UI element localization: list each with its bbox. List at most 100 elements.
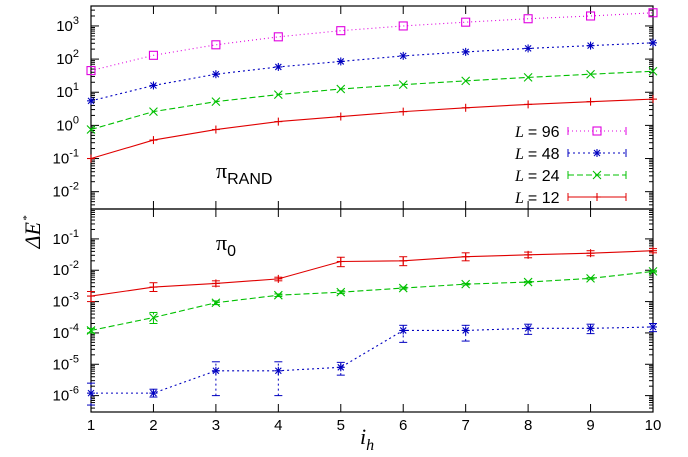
- data-point: [461, 17, 471, 27]
- data-point: [149, 283, 158, 292]
- series-line: [91, 326, 654, 394]
- y-tick-label: 10-3: [53, 291, 79, 311]
- data-point: [524, 100, 533, 109]
- data-point: [336, 84, 346, 94]
- data-point: [274, 274, 283, 283]
- data-point: [649, 246, 657, 255]
- error-bar: [399, 324, 408, 343]
- data-point: [648, 266, 658, 276]
- data-point: [336, 257, 345, 266]
- data-point: [336, 112, 345, 121]
- panel-frame: [90, 208, 654, 413]
- legend-item: L = 12: [514, 190, 627, 207]
- data-point: [274, 62, 283, 71]
- data-point: [148, 50, 158, 60]
- y-tick-label: 103: [56, 15, 79, 35]
- series-line: [90, 70, 654, 131]
- error-bar: [461, 324, 470, 342]
- data-point: [336, 363, 345, 372]
- data-point: [274, 366, 283, 375]
- legend-marker: [592, 170, 602, 180]
- y-tick-label: 10-1: [53, 148, 79, 168]
- series-line: [90, 98, 654, 160]
- data-point: [586, 11, 596, 21]
- panel-annotation: π0: [216, 230, 236, 260]
- data-point: [86, 66, 96, 76]
- x-tick-label: 3: [212, 417, 220, 434]
- data-point: [523, 14, 533, 24]
- data-point: [336, 57, 345, 66]
- data-point: [87, 96, 95, 105]
- data-point: [461, 103, 470, 112]
- legend-label: L = 12: [514, 190, 560, 207]
- x-tick-label: 6: [399, 417, 407, 434]
- x-tick-label: 5: [337, 417, 345, 434]
- legend-marker: [592, 126, 602, 136]
- data-point: [211, 70, 220, 79]
- data-point: [586, 249, 595, 258]
- data-point: [336, 26, 346, 36]
- panel-frame: [90, 5, 654, 210]
- x-tick-label: 1: [87, 417, 95, 434]
- data-point: [149, 107, 158, 117]
- y-tick-label: 10-4: [53, 322, 79, 342]
- data-point: [399, 326, 408, 335]
- error-bar: [274, 361, 283, 397]
- data-point: [524, 250, 533, 259]
- data-point: [648, 8, 658, 18]
- data-point: [87, 154, 95, 163]
- data-point: [524, 44, 533, 53]
- x-tick-label: 10: [645, 417, 662, 434]
- data-point: [149, 313, 158, 322]
- series-line: [90, 250, 654, 297]
- legend-item: L = 24: [514, 168, 627, 185]
- panel-annotation: πRAND: [216, 158, 272, 188]
- y-tick-label: 10-5: [53, 353, 79, 373]
- legend-marker: [593, 149, 601, 157]
- legend-item: L = 48: [514, 146, 627, 163]
- series-24-top: [86, 66, 658, 134]
- y-tick-label: 10-1: [53, 228, 79, 248]
- data-point: [461, 279, 471, 289]
- data-point: [586, 97, 595, 106]
- legend-marker: [593, 193, 601, 201]
- data-point: [461, 252, 470, 261]
- y-tick-label: 10-2: [53, 181, 79, 201]
- data-point: [87, 292, 95, 301]
- x-tick-label: 9: [586, 417, 594, 434]
- data-point: [461, 47, 470, 56]
- y-tick-label: 10-2: [53, 259, 79, 279]
- data-point: [399, 107, 408, 116]
- series-12-top: [87, 95, 657, 163]
- data-point: [273, 290, 283, 300]
- data-point: [273, 32, 283, 42]
- x-axis-label: ih: [360, 424, 374, 454]
- data-point: [149, 136, 158, 145]
- data-point: [211, 40, 221, 50]
- data-point: [649, 38, 657, 47]
- series-48-top: [87, 38, 657, 105]
- data-point: [586, 324, 595, 333]
- data-point: [399, 51, 408, 60]
- data-point: [86, 326, 96, 335]
- error-bar: [211, 361, 220, 397]
- series-48-bottom: [87, 322, 657, 406]
- y-tick-label: 101: [56, 81, 79, 101]
- bottom-panel: 10-6 10-5 10-4 10-3 10-2 10-1 π0: [53, 208, 658, 413]
- data-point: [586, 69, 595, 79]
- series-line: [90, 12, 654, 72]
- series-12-bottom: [87, 246, 657, 303]
- data-point: [274, 117, 283, 126]
- x-tick-label: 2: [149, 417, 157, 434]
- data-point: [523, 73, 533, 82]
- data-point: [461, 326, 470, 335]
- x-tick-label: 8: [524, 417, 532, 434]
- data-point: [211, 298, 221, 308]
- data-point: [211, 279, 220, 288]
- data-point: [149, 81, 158, 90]
- legend-label: L = 96: [514, 124, 560, 141]
- data-point: [649, 322, 657, 331]
- data-point: [149, 389, 158, 398]
- legend-item: L = 96: [514, 124, 627, 141]
